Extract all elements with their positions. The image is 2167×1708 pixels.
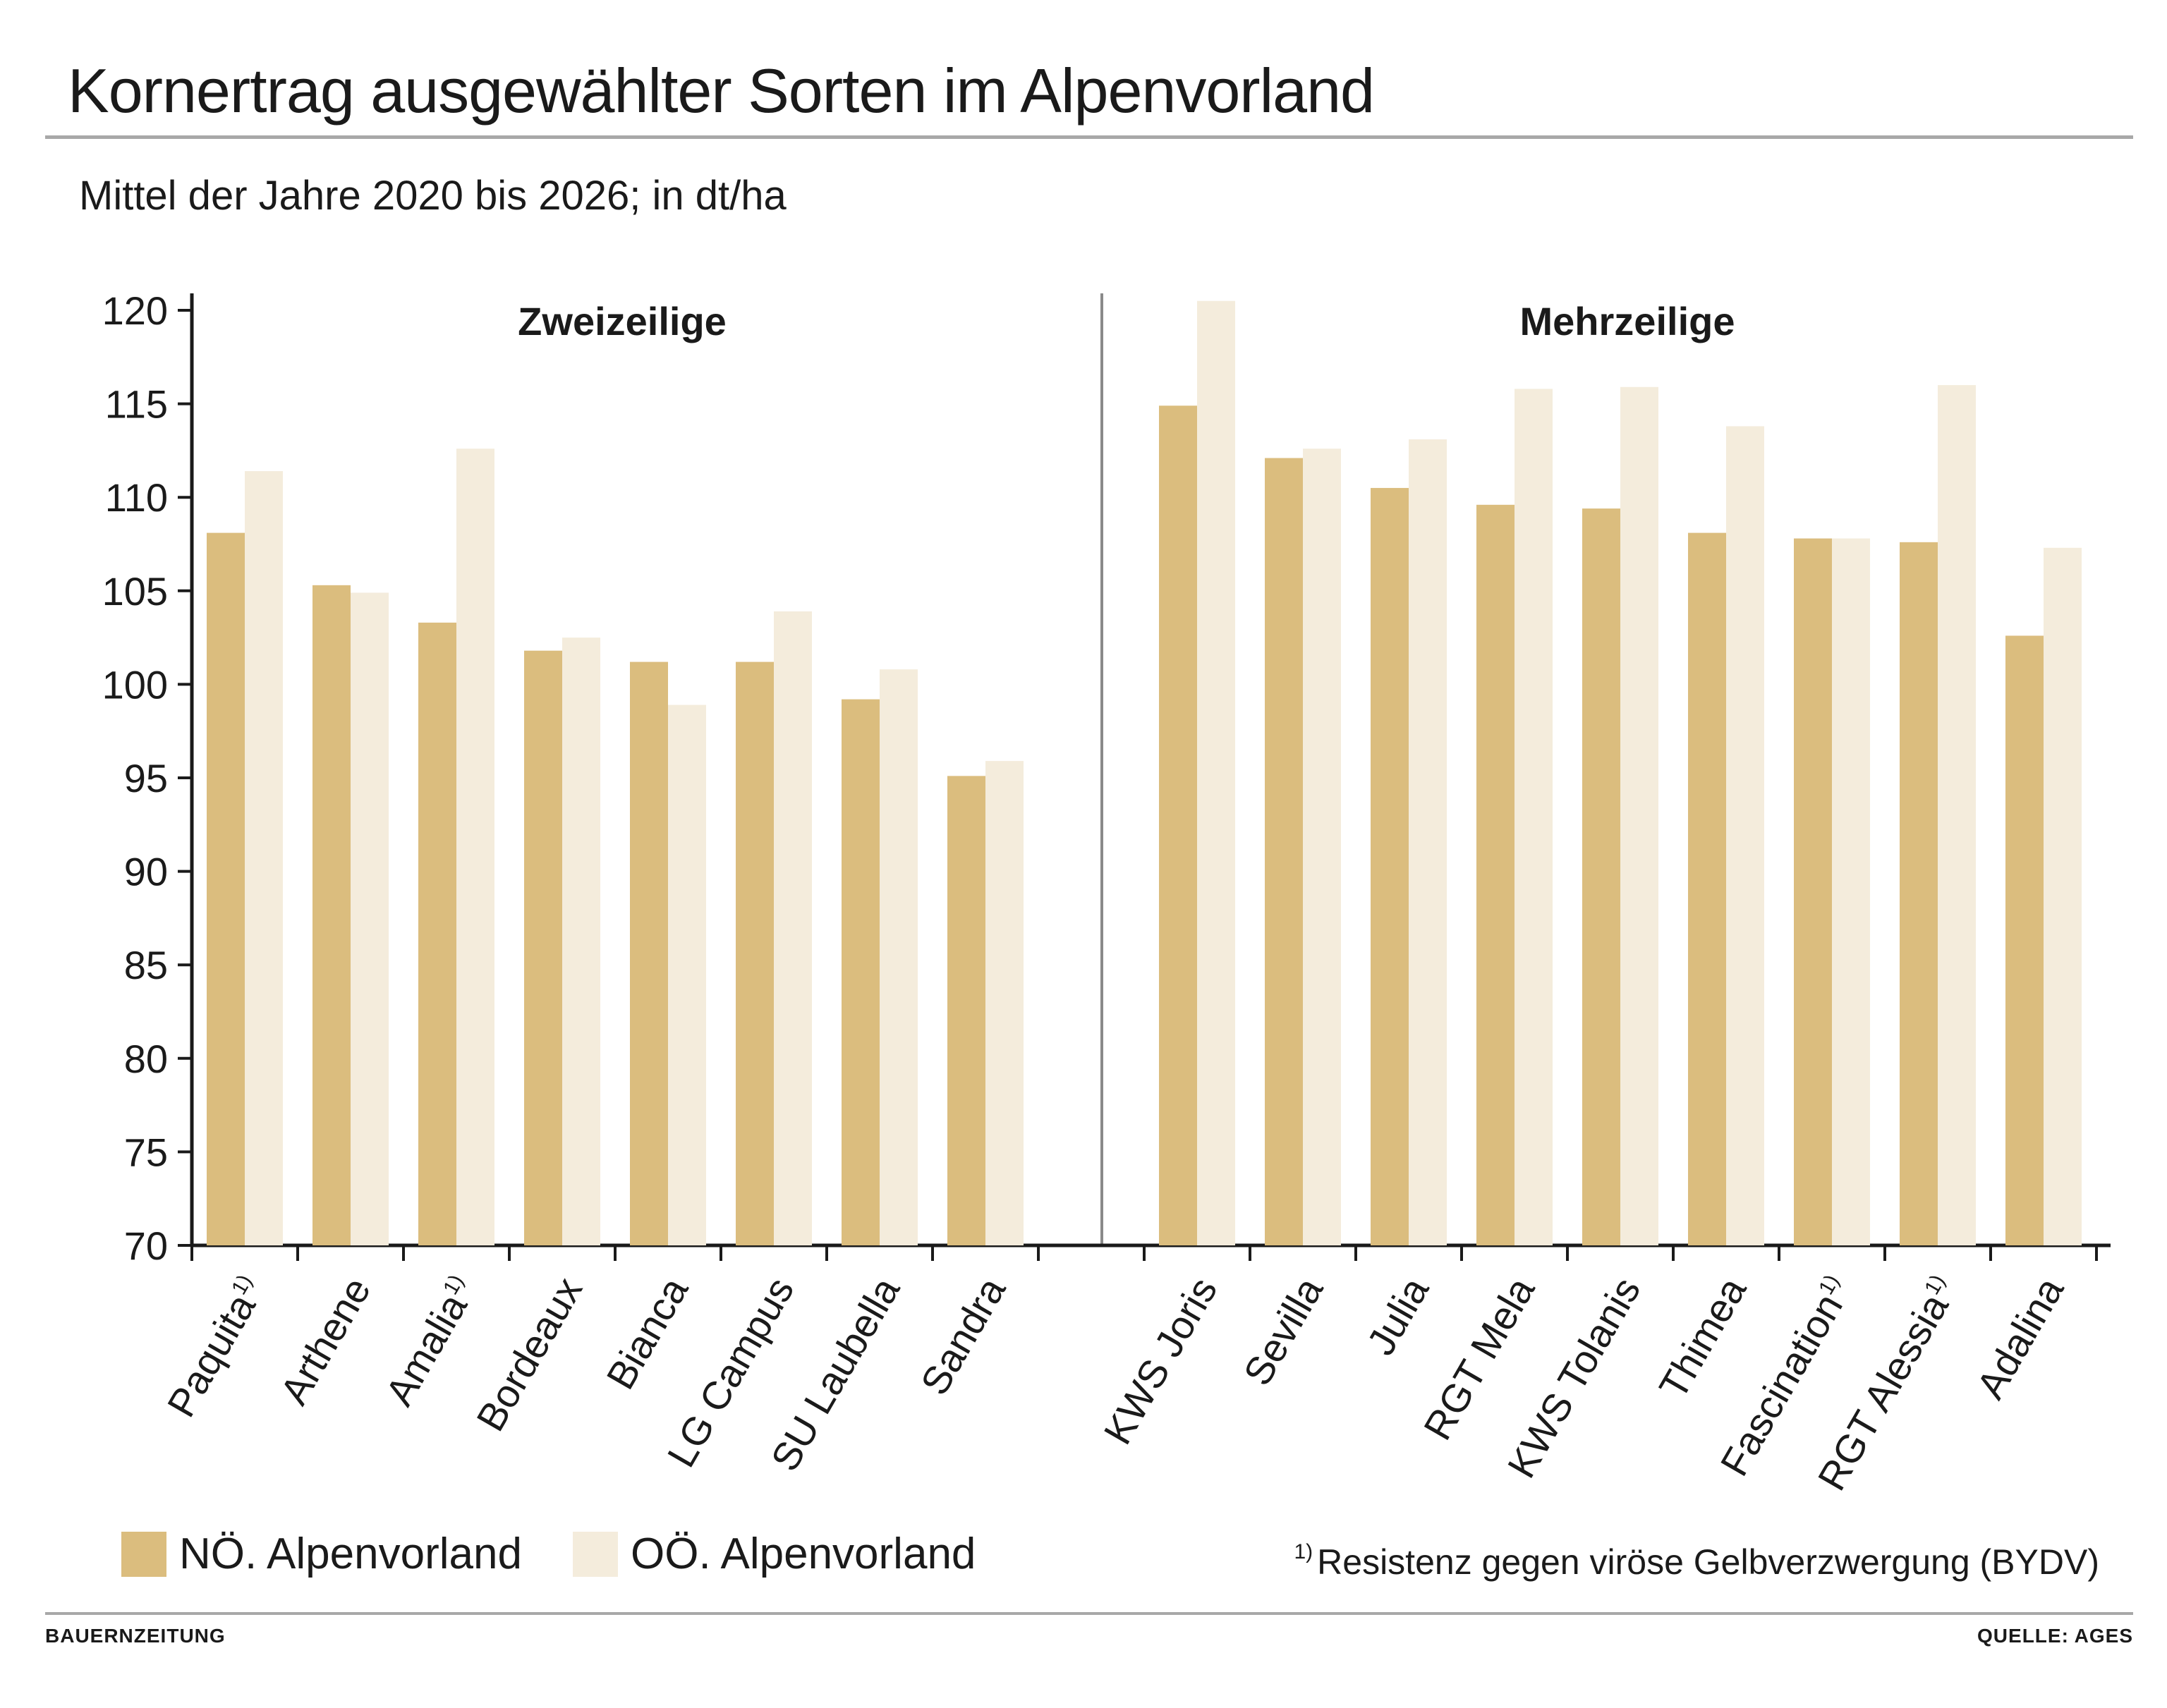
- x-category-label: Bordeaux: [468, 1270, 590, 1439]
- bar-noe: [1476, 504, 1515, 1245]
- footer-divider: [45, 1612, 2133, 1615]
- bar-noe: [947, 776, 985, 1245]
- y-tick-label: 115: [105, 382, 168, 427]
- bar-noe: [207, 532, 245, 1245]
- x-category-label: Arthene: [272, 1270, 380, 1412]
- bar-noe: [1688, 532, 1726, 1245]
- x-category-label: Sevilla: [1234, 1269, 1331, 1393]
- bar-ooe: [774, 611, 812, 1245]
- bar-noe: [1265, 458, 1303, 1245]
- bar-ooe: [880, 669, 918, 1245]
- footnote-text: Resistenz gegen viröse Gelbverzwergung (…: [1317, 1542, 2099, 1582]
- bar-noe: [524, 650, 562, 1245]
- bar-ooe: [1409, 439, 1447, 1245]
- bar-chart: 70 75 80 85 90 95 100 105 110 115 120 Zweizeilige Pa…: [102, 288, 2111, 1498]
- title-divider: [45, 135, 2133, 139]
- x-category-label: KWS Joris: [1095, 1270, 1225, 1452]
- footnote: 1) Resistenz gegen viröse Gelbverzwergung…: [1294, 1540, 2099, 1582]
- legend-item-ooe: OÖ. Alpenvorland: [573, 1529, 976, 1579]
- bar-noe: [1582, 508, 1620, 1245]
- bar-ooe: [1620, 386, 1658, 1246]
- y-tick-label: 75: [124, 1130, 168, 1174]
- bar-ooe: [562, 638, 600, 1245]
- legend: NÖ. Alpenvorland OÖ. Alpenvorland: [0, 1529, 2167, 1592]
- footnote-marker: 1): [1920, 1271, 1950, 1299]
- legend-item-noe: NÖ. Alpenvorland: [121, 1529, 522, 1579]
- bar-noe: [1794, 538, 1832, 1245]
- x-category-label: Sandra: [912, 1269, 1014, 1403]
- bar-noe: [312, 585, 351, 1245]
- x-category-label: Paquita1): [159, 1270, 274, 1425]
- y-tick-label: 100: [102, 662, 168, 707]
- bar-ooe: [985, 761, 1024, 1245]
- footnote-marker: 1): [1814, 1271, 1844, 1299]
- legend-swatch-ooe: [573, 1531, 618, 1577]
- bar-noe: [418, 622, 456, 1245]
- x-category-label: Julia: [1358, 1269, 1438, 1362]
- legend-label-ooe: OÖ. Alpenvorland: [631, 1530, 976, 1578]
- source-credit: QUELLE: AGES: [1977, 1625, 2133, 1647]
- footnote-marker: 1): [227, 1271, 257, 1299]
- y-tick-label: 70: [124, 1224, 168, 1268]
- bar-ooe: [1197, 300, 1235, 1245]
- legend-swatch-noe: [121, 1531, 166, 1577]
- chart-subtitle: Mittel der Jahre 2020 bis 2026; in dt/ha: [79, 173, 787, 219]
- x-category-label: Bianca: [597, 1269, 697, 1397]
- y-tick-label: 90: [124, 850, 168, 894]
- chart-title: Kornertrag ausgewählter Sorten im Alpenv…: [68, 56, 1375, 126]
- y-tick-label: 95: [124, 756, 168, 800]
- x-category-label: Amalia1): [377, 1270, 485, 1413]
- bar-ooe: [1938, 385, 1976, 1245]
- legend-label-noe: NÖ. Alpenvorland: [179, 1530, 522, 1578]
- bar-ooe: [245, 471, 283, 1245]
- bar-ooe: [2044, 547, 2082, 1245]
- bar-noe: [630, 661, 668, 1245]
- x-category-label: Adalina: [1967, 1269, 2072, 1406]
- y-tick-label: 105: [102, 569, 168, 614]
- bar-ooe: [668, 704, 706, 1245]
- bar-ooe: [1726, 426, 1764, 1245]
- group-title: Zweizeilige: [518, 299, 727, 343]
- group-title: Mehrzeilige: [1520, 299, 1735, 343]
- bar-noe: [1159, 405, 1197, 1246]
- y-tick-label: 120: [102, 288, 168, 333]
- x-category-label: Thimea: [1650, 1269, 1754, 1406]
- bar-noe: [842, 699, 880, 1245]
- bar-noe: [736, 661, 774, 1245]
- bar-ooe: [1515, 389, 1553, 1245]
- y-tick-label: 110: [105, 475, 168, 520]
- bar-ooe: [351, 592, 389, 1245]
- bar-ooe: [1303, 449, 1341, 1245]
- bar-noe: [1371, 487, 1409, 1246]
- footnote-marker: 1): [439, 1271, 468, 1299]
- footnote-marker: 1): [1294, 1540, 1313, 1563]
- bar-noe: [2005, 635, 2044, 1245]
- bar-ooe: [1832, 538, 1870, 1245]
- bar-ooe: [456, 449, 494, 1245]
- y-tick-label: 80: [124, 1037, 168, 1081]
- bar-noe: [1900, 542, 1938, 1245]
- publisher-credit: BAUERNZEITUNG: [45, 1625, 226, 1647]
- y-tick-label: 85: [124, 943, 168, 987]
